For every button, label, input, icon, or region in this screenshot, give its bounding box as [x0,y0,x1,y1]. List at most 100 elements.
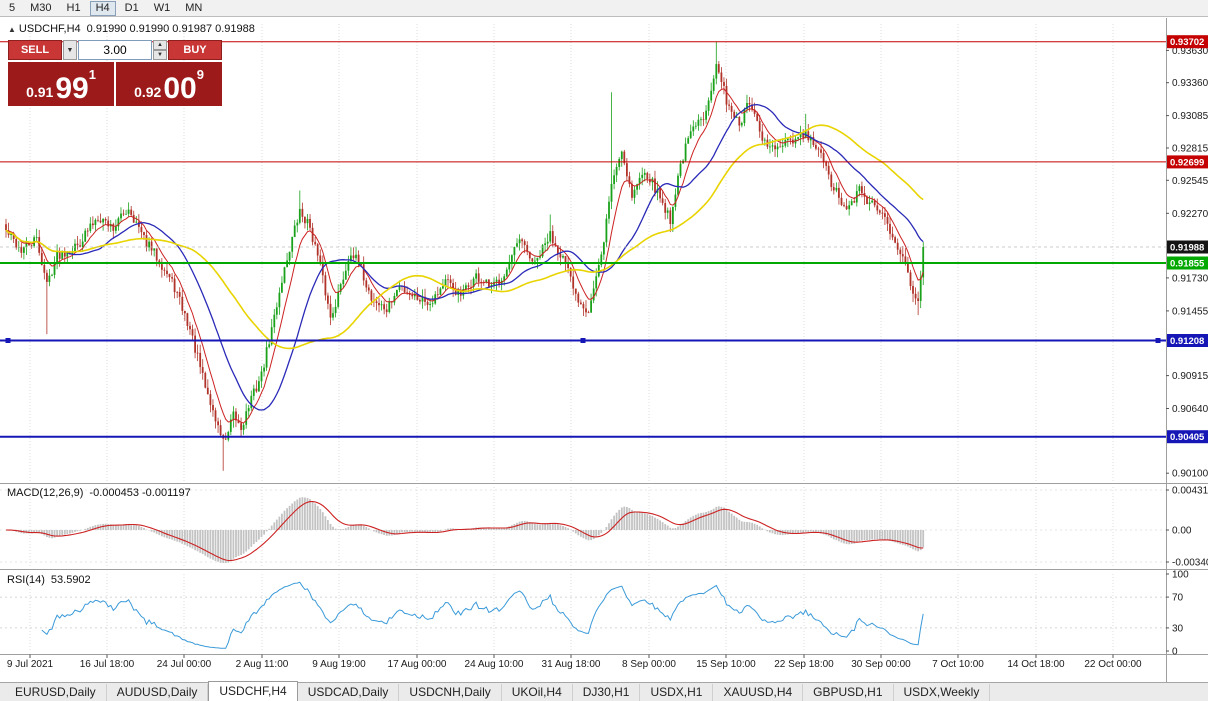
price-badge-0.91855: 0.91855 [1167,256,1208,270]
grid-lines [29,24,1114,651]
sell-price-big: 99 [55,72,89,105]
price-badge-0.93702: 0.93702 [1167,35,1208,49]
tab-usdcnh-daily[interactable]: USDCNH,Daily [399,684,502,701]
sma-24-line [5,103,924,411]
svg-text:0.92815: 0.92815 [1172,144,1208,155]
tab-usdchf-h4[interactable]: USDCHF,H4 [208,681,298,701]
tab-usdx-h1[interactable]: USDX,H1 [640,684,714,701]
svg-text:0.92270: 0.92270 [1172,209,1208,220]
svg-text:100: 100 [1172,570,1189,581]
chart-symbol: USDCHF,H4 [18,23,81,35]
panel-frame [0,18,1208,682]
svg-text:0.93630: 0.93630 [1172,46,1208,57]
macd-signal-line [5,501,924,562]
svg-text:0: 0 [1172,647,1178,658]
svg-text:0.93702: 0.93702 [1170,37,1204,48]
svg-text:14 Oct 18:00: 14 Oct 18:00 [1007,659,1065,670]
symbol-marker-icon: ▲ [8,25,16,34]
tab-xauusd-h4[interactable]: XAUUSD,H4 [713,684,804,701]
svg-text:0.91208: 0.91208 [1170,336,1204,347]
tab-eurusd-daily[interactable]: EURUSD,Daily [5,684,107,701]
chevron-up-icon: ▲ [157,42,163,48]
tab-usdx-weekly[interactable]: USDX,Weekly [894,684,991,701]
volume-dropdown-button[interactable]: ▼ [63,40,77,60]
rsi-value: 53.5902 [50,574,91,586]
svg-text:0.00431: 0.00431 [1172,486,1208,497]
svg-text:0.90100: 0.90100 [1172,469,1208,480]
timeframe-toolbar: 5 M30 H1 H4 D1 W1 MN [0,0,1208,17]
svg-text:17 Aug 00:00: 17 Aug 00:00 [388,659,447,670]
svg-text:0.00: 0.00 [1172,526,1192,537]
svg-text:2 Aug 11:00: 2 Aug 11:00 [236,659,289,670]
chart-window[interactable]: 0.93630 0.93360 0.93085 0.92815 0.92545 0.922… [0,18,1208,682]
tab-audusd-daily[interactable]: AUDUSD,Daily [107,684,209,701]
tab-ukoil-h4[interactable]: UKOil,H4 [502,684,573,701]
tab-usdcad-daily[interactable]: USDCAD,Daily [298,684,400,701]
sell-button[interactable]: SELL [8,40,62,60]
buy-price-display[interactable]: 0.92 00 9 [116,62,222,106]
ema-8-line [5,88,924,424]
svg-text:0.90405: 0.90405 [1170,432,1205,443]
tf-button-w1[interactable]: W1 [148,1,177,16]
hline-handle[interactable] [1155,338,1161,343]
macd-panel [0,489,1166,563]
chart-ohlc-values: 0.91990 0.91990 0.91987 0.91988 [86,23,255,35]
svg-text:22 Sep 18:00: 22 Sep 18:00 [774,659,834,670]
svg-text:0.91730: 0.91730 [1172,273,1208,284]
tf-button-mn[interactable]: MN [179,1,208,16]
svg-text:15 Sep 10:00: 15 Sep 10:00 [696,659,756,670]
svg-text:-0.00340: -0.00340 [1172,558,1208,569]
volume-input[interactable] [78,40,152,60]
tab-gbpusd-h1[interactable]: GBPUSD,H1 [803,684,894,701]
chevron-down-icon: ▼ [66,46,74,54]
rsi-panel [0,581,1166,649]
svg-text:0.91455: 0.91455 [1172,306,1208,317]
svg-text:70: 70 [1172,593,1184,604]
tf-button-h4[interactable]: H4 [89,0,116,16]
tf-button-d1[interactable]: D1 [119,1,145,16]
svg-text:0.90915: 0.90915 [1172,371,1208,382]
price-badge-0.91208: 0.91208 [1167,334,1208,347]
buy-price-prefix: 0.92 [134,84,162,100]
macd-values: -0.000453 -0.001197 [89,487,191,499]
svg-text:0.92699: 0.92699 [1170,157,1204,168]
svg-text:7 Oct 10:00: 7 Oct 10:00 [932,659,984,670]
price-badge-0.92699: 0.92699 [1167,155,1208,169]
svg-text:30 Sep 00:00: 30 Sep 00:00 [851,659,911,670]
sell-price-prefix: 0.91 [26,84,54,100]
chart-title: ▲ USDCHF,H4 0.91990 0.91990 0.91987 0.9198… [8,23,255,35]
hline-handle[interactable] [580,338,586,343]
volume-stepper: ▲ ▼ [153,40,167,60]
tf-button-h1[interactable]: H1 [61,1,87,16]
svg-text:16 Jul 18:00: 16 Jul 18:00 [80,659,135,670]
svg-text:0.90640: 0.90640 [1172,404,1208,415]
svg-text:30: 30 [1172,623,1184,634]
sell-price-display[interactable]: 0.91 99 1 [8,62,114,106]
price-axis: 0.93630 0.93360 0.93085 0.92815 0.92545 0.922… [1166,35,1208,658]
moving-averages [5,88,924,424]
sma-55-line [5,124,924,350]
buy-button[interactable]: BUY [168,40,222,60]
hline-handle[interactable] [5,338,11,343]
candlesticks [5,42,925,471]
volume-up-button[interactable]: ▲ [153,40,167,50]
svg-text:0.93085: 0.93085 [1172,111,1208,122]
tab-dj30-h1[interactable]: DJ30,H1 [573,684,641,701]
sell-price-pip: 1 [88,67,96,82]
volume-down-button[interactable]: ▼ [153,50,167,60]
svg-text:0.91988: 0.91988 [1170,243,1204,254]
svg-text:9 Jul 2021: 9 Jul 2021 [7,659,54,670]
tf-button-5[interactable]: 5 [3,1,21,16]
svg-text:24 Jul 00:00: 24 Jul 00:00 [157,659,212,670]
chevron-down-icon: ▼ [157,52,163,58]
time-axis: 9 Jul 2021 16 Jul 18:00 24 Jul 00:00 2 Aug … [7,654,1142,670]
rsi-indicator-label: RSI(14) 53.5902 [7,574,91,586]
svg-text:22 Oct 00:00: 22 Oct 00:00 [1084,659,1142,670]
buy-price-pip: 9 [196,67,204,82]
svg-text:0.93360: 0.93360 [1172,78,1208,89]
one-click-trading-panel: SELL ▼ ▲ ▼ BUY 0.91 99 1 0.92 00 9 [8,40,222,106]
price-chart-svg[interactable]: 0.936300.933600.930850.928150.925450.922… [0,18,1208,682]
tf-button-m30[interactable]: M30 [24,1,57,16]
chart-tab-bar: EURUSD,Daily AUDUSD,Daily USDCHF,H4 USDC… [0,681,1208,701]
